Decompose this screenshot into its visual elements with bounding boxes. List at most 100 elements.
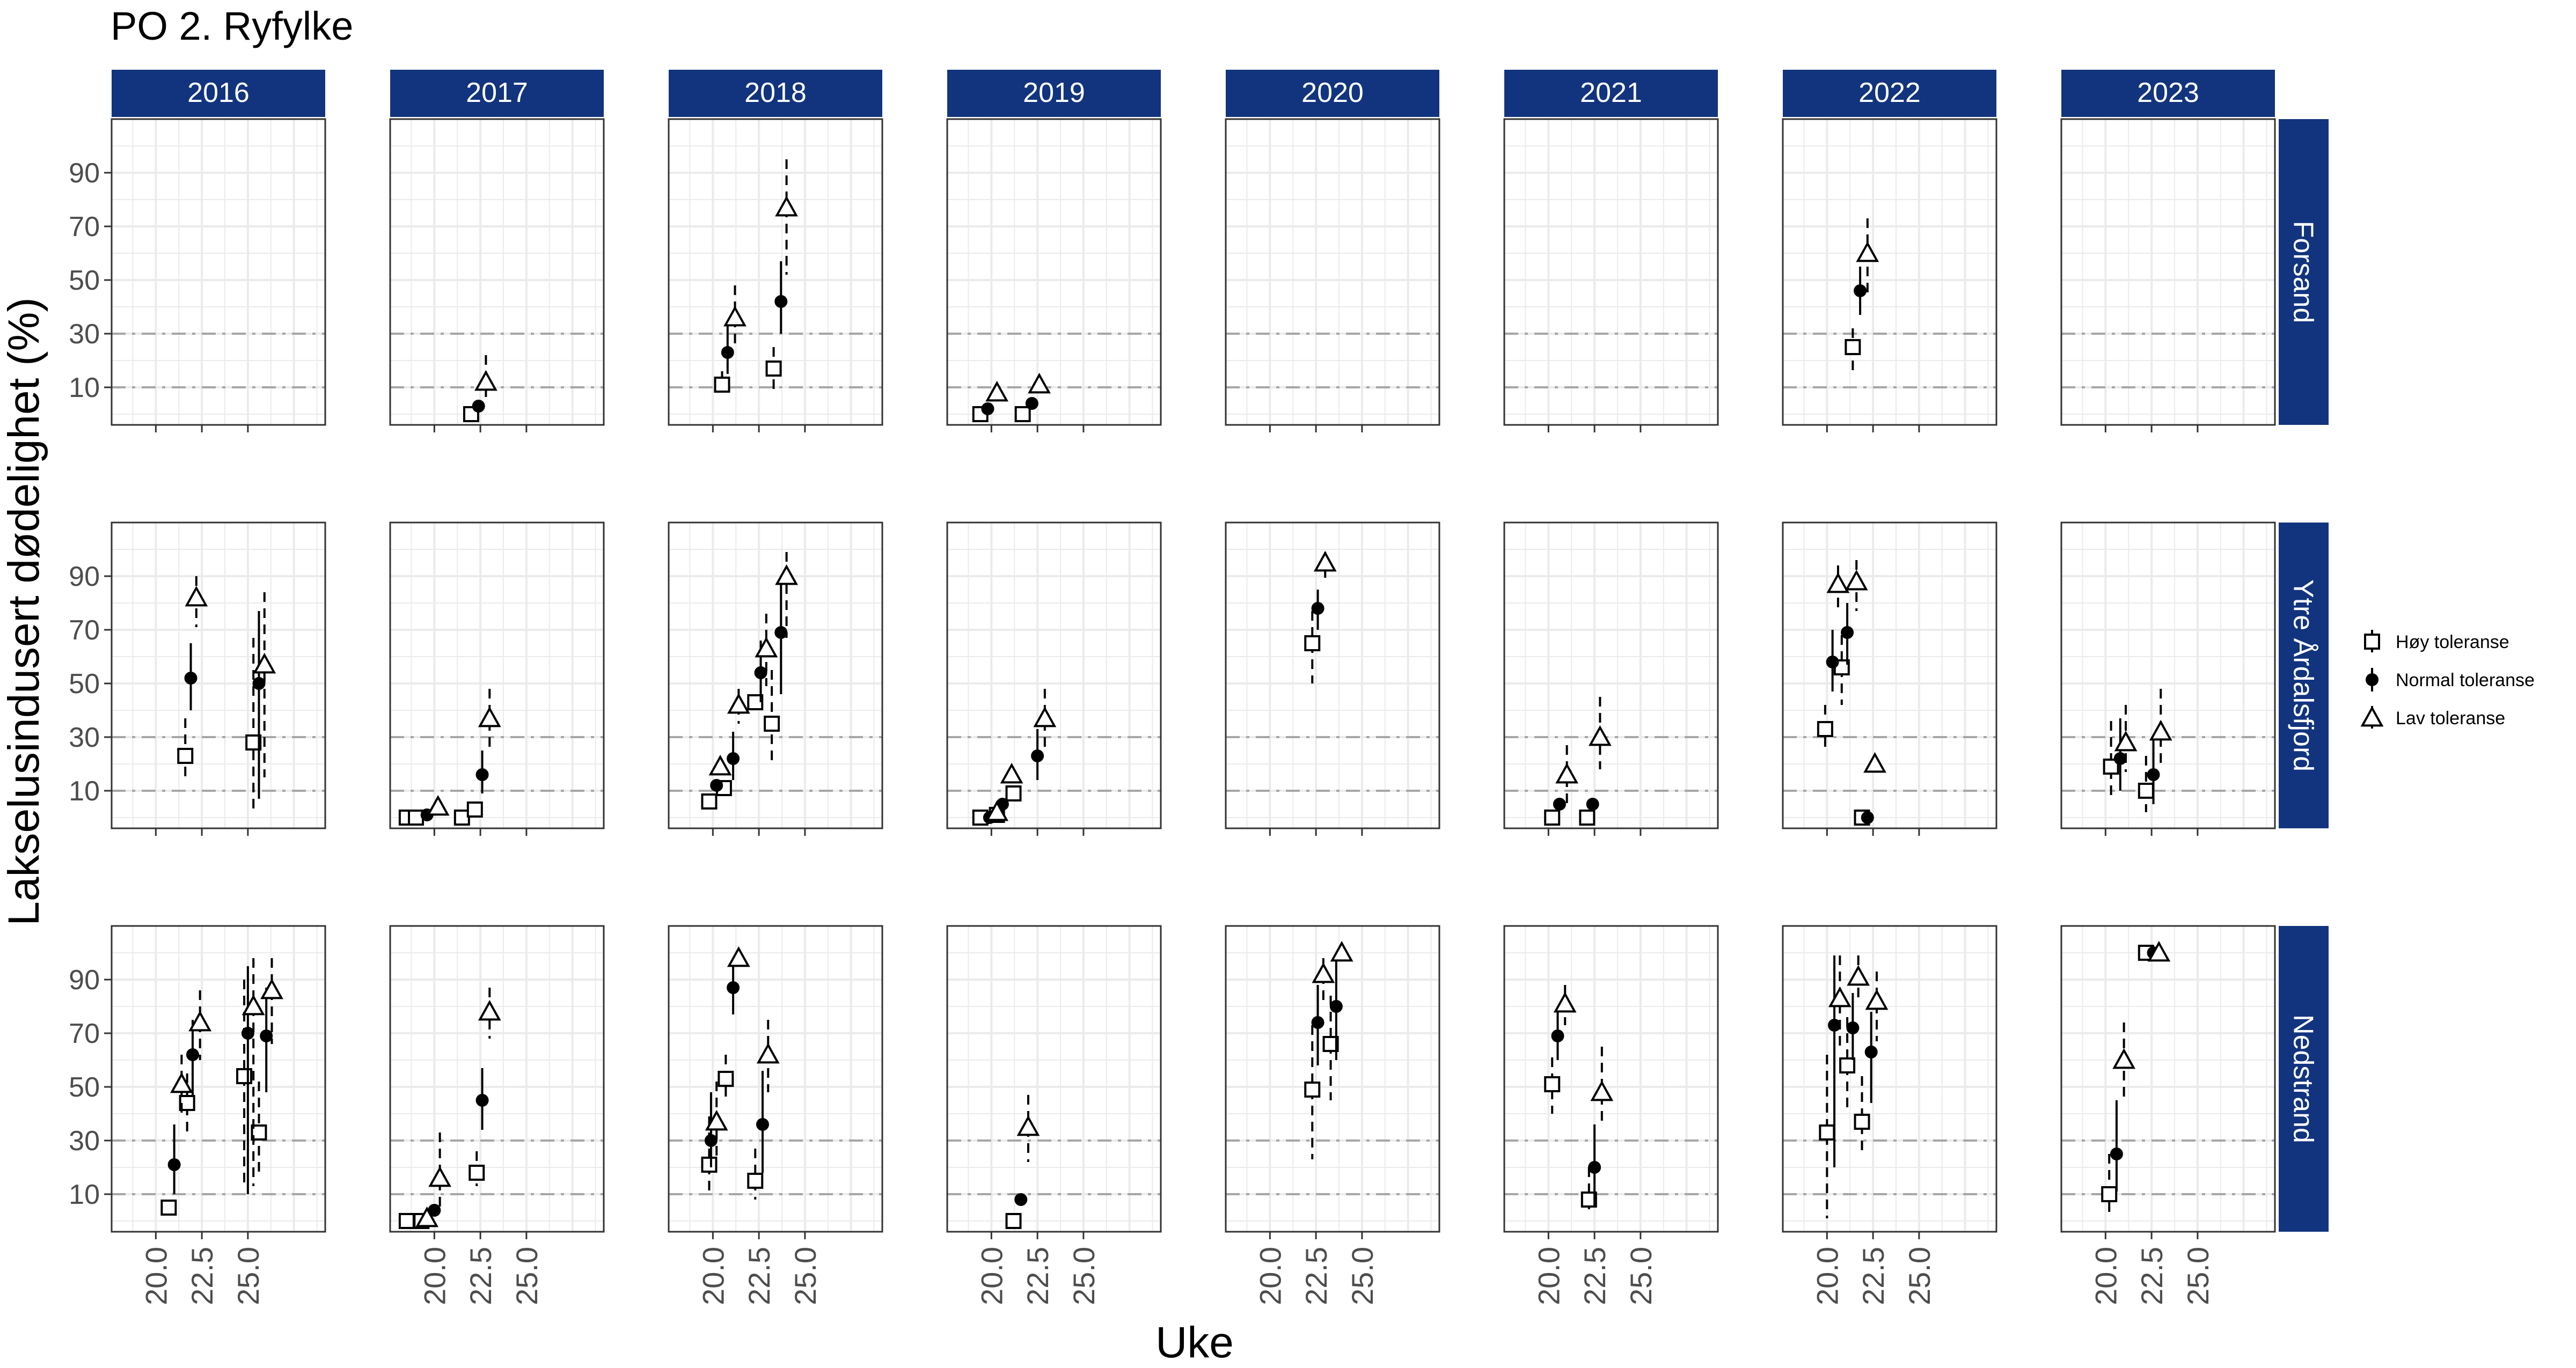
point-lav-toleranse xyxy=(756,1042,780,1064)
point-lav-toleranse xyxy=(727,693,750,714)
point-h-y-toleranse xyxy=(1005,785,1022,801)
point-lav-toleranse xyxy=(755,636,778,658)
point-normal-toleranse xyxy=(1828,1019,1841,1032)
x-tick-label: 22.5 xyxy=(1021,1247,1055,1305)
panel-border xyxy=(946,925,1162,1233)
point-lav-toleranse xyxy=(1033,706,1057,727)
panel-border xyxy=(1503,925,1719,1233)
panel-background xyxy=(2061,523,2275,828)
x-tick-label: 25.0 xyxy=(1345,1247,1379,1305)
panel-background xyxy=(1226,119,1439,425)
x-tick-label: 20.0 xyxy=(1810,1247,1844,1305)
point-h-y-toleranse xyxy=(408,810,425,826)
x-tick-label: 25.0 xyxy=(1067,1247,1101,1305)
point-h-y-toleranse xyxy=(701,793,718,810)
panel-background xyxy=(390,523,604,828)
point-h-y-toleranse xyxy=(236,1068,253,1084)
x-tick-label: 20.0 xyxy=(2089,1247,2123,1305)
panel-forsand-2017 xyxy=(389,118,605,432)
point-lav-toleranse xyxy=(1847,965,1870,986)
panel-ytre-rdalsfjord-2018 xyxy=(668,521,883,836)
x-tick-label: 20.0 xyxy=(1532,1247,1565,1305)
x-tick-label: 20.0 xyxy=(696,1247,730,1305)
year-strip-label: 2017 xyxy=(466,77,528,108)
year-strip-2019 xyxy=(947,70,1161,117)
location-strip-label: Nedstrand xyxy=(2288,1014,2319,1143)
point-normal-toleranse xyxy=(2110,1148,2123,1160)
y-tick-label: 10 xyxy=(69,372,100,403)
panel-forsand-2019 xyxy=(946,118,1162,432)
point-lav-toleranse xyxy=(2114,730,2138,752)
point-lav-toleranse xyxy=(727,946,750,967)
point-normal-toleranse xyxy=(1588,1161,1601,1174)
panel-background xyxy=(112,926,325,1232)
x-tick-label: 22.5 xyxy=(742,1247,776,1305)
year-strip-label: 2022 xyxy=(1858,77,1921,108)
point-lav-toleranse xyxy=(2112,1048,2136,1069)
x-tick-label: 25.0 xyxy=(510,1247,544,1305)
panel-background xyxy=(112,523,325,828)
point-h-y-toleranse xyxy=(1304,635,1321,651)
year-strip-2017 xyxy=(390,70,604,117)
panel-background xyxy=(2061,926,2275,1232)
point-normal-toleranse xyxy=(1014,1193,1028,1206)
x-tick-label: 20.0 xyxy=(975,1247,1008,1305)
point-lav-toleranse xyxy=(1330,940,1353,962)
point-lav-toleranse xyxy=(1553,991,1577,1013)
point-h-y-toleranse xyxy=(1579,810,1596,826)
point-normal-toleranse xyxy=(710,779,723,792)
year-strip-label: 2018 xyxy=(744,77,807,108)
point-normal-toleranse xyxy=(184,672,197,685)
panel-border xyxy=(668,118,883,426)
point-normal-toleranse xyxy=(727,752,740,765)
panel-background xyxy=(1226,523,1439,828)
point-lav-toleranse xyxy=(1856,241,1879,262)
point-normal-toleranse xyxy=(1031,749,1044,762)
point-lav-toleranse xyxy=(188,1010,212,1032)
point-h-y-toleranse xyxy=(398,1213,415,1229)
point-normal-toleranse xyxy=(1826,656,1839,668)
point-normal-toleranse xyxy=(704,1134,718,1147)
year-strip-label: 2016 xyxy=(187,77,250,108)
point-h-y-toleranse xyxy=(1544,810,1561,826)
year-strip-2020 xyxy=(1226,70,1439,117)
x-tick-label: 22.5 xyxy=(185,1247,219,1305)
year-strip-2022 xyxy=(1783,70,1996,117)
location-strip-label: Forsand xyxy=(2288,221,2319,323)
panel-border xyxy=(668,521,883,829)
panel-forsand-2016: 10 30 50 70 90 xyxy=(69,118,326,432)
legend-label: Lav toleranse xyxy=(2396,708,2505,729)
point-h-y-toleranse xyxy=(714,377,730,393)
point-normal-toleranse xyxy=(1864,1046,1878,1058)
point-lav-toleranse xyxy=(2147,940,2171,962)
point-normal-toleranse xyxy=(1329,1000,1343,1013)
point-normal-toleranse xyxy=(1846,1021,1860,1034)
panel-nedstrand-2020: 20.0 22.5 25.0 xyxy=(1225,925,1440,1305)
panel-forsand-2020 xyxy=(1225,118,1440,432)
year-strip-label: 2019 xyxy=(1023,77,1085,108)
panel-nedstrand-2016: 10 30 50 70 90 20.0 22.5 25.0 xyxy=(69,925,326,1305)
point-lav-toleranse xyxy=(474,370,497,391)
point-lav-toleranse xyxy=(985,800,1009,821)
point-h-y-toleranse xyxy=(1854,1114,1870,1130)
point-normal-toleranse xyxy=(721,346,734,359)
y-axis-label: Lakselusindusert dødelighet (%) xyxy=(0,297,48,925)
panel-border xyxy=(389,925,605,1233)
point-normal-toleranse xyxy=(252,677,266,690)
point-h-y-toleranse xyxy=(466,801,483,818)
y-tick-label: 70 xyxy=(69,615,100,646)
point-normal-toleranse xyxy=(1841,626,1854,639)
point-normal-toleranse xyxy=(1854,284,1867,297)
point-h-y-toleranse xyxy=(1005,1213,1022,1229)
point-normal-toleranse xyxy=(428,1204,441,1217)
panel-border xyxy=(1503,521,1719,829)
x-tick-label: 25.0 xyxy=(788,1247,822,1305)
y-tick-label: 10 xyxy=(69,776,100,807)
point-lav-toleranse xyxy=(985,380,1009,402)
panel-ytre-rdalsfjord-2021 xyxy=(1503,521,1719,836)
panel-border xyxy=(1503,118,1719,426)
panel-nedstrand-2021: 20.0 22.5 25.0 xyxy=(1503,925,1719,1305)
point-h-y-toleranse xyxy=(701,1157,718,1173)
point-normal-toleranse xyxy=(2113,752,2127,765)
point-h-y-toleranse xyxy=(2101,1186,2118,1202)
